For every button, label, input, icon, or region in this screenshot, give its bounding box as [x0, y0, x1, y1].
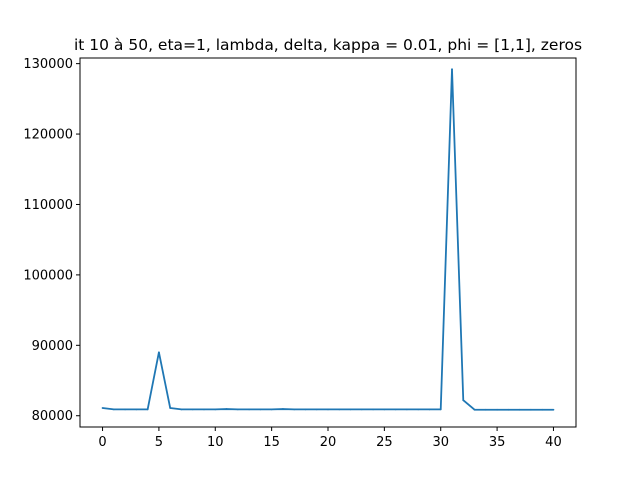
data-point [270, 408, 273, 411]
y-axis: 80000 90000 100000 110000 120000 130000 [23, 57, 80, 424]
data-point [484, 408, 487, 411]
data-point [124, 408, 126, 411]
data-point [451, 68, 453, 71]
data-point [507, 408, 510, 411]
x-tick-label: 10 [207, 435, 224, 450]
x-axis: 0 5 10 15 20 25 30 35 40 [98, 427, 562, 450]
chart-title: it 10 à 50, eta=1, lambda, delta, kappa … [74, 36, 582, 54]
data-point [146, 408, 149, 411]
data-point [259, 408, 262, 411]
series-line-0 [102, 68, 554, 411]
data-point [530, 408, 532, 411]
data-point [225, 408, 228, 410]
x-tick-label: 20 [320, 435, 337, 450]
data-point [518, 408, 521, 411]
x-tick-label: 35 [489, 435, 506, 450]
y-tick-label: 80000 [32, 409, 73, 424]
data-point [394, 408, 397, 411]
data-point [360, 408, 363, 411]
data-point [496, 408, 498, 411]
data-point [439, 408, 442, 411]
data-point [406, 408, 408, 411]
data-point [327, 408, 329, 411]
data-point [552, 408, 555, 411]
data-point [462, 399, 465, 402]
x-tick-label: 30 [432, 435, 449, 450]
x-tick-label: 0 [98, 435, 106, 450]
data-point [191, 408, 194, 411]
data-point [417, 408, 420, 411]
y-tick-label: 110000 [23, 198, 73, 213]
data-point [372, 408, 374, 411]
data-point [304, 408, 307, 411]
data-point [293, 408, 296, 411]
data-point [169, 407, 172, 409]
x-tick-label: 25 [376, 435, 393, 450]
data-point [349, 408, 352, 411]
data-point [383, 408, 386, 411]
data-point [541, 408, 544, 411]
data-point [214, 408, 217, 411]
series-layer [101, 68, 555, 411]
data-point [101, 407, 104, 409]
data-point [338, 408, 341, 411]
data-point [236, 408, 239, 411]
data-point [315, 408, 318, 411]
data-point [203, 408, 205, 411]
y-tick-label: 120000 [23, 128, 73, 143]
data-point [112, 408, 115, 411]
data-point [473, 408, 476, 411]
data-point [158, 351, 160, 354]
x-tick-label: 15 [263, 435, 280, 450]
x-tick-label: 40 [545, 435, 562, 450]
y-tick-label: 100000 [23, 268, 73, 283]
data-point [428, 408, 431, 411]
data-point [248, 408, 250, 411]
y-tick-label: 130000 [23, 57, 73, 72]
data-point [135, 408, 138, 411]
x-tick-label: 5 [155, 435, 163, 450]
data-point [180, 408, 183, 411]
y-tick-label: 90000 [32, 339, 73, 354]
data-point [282, 408, 284, 410]
